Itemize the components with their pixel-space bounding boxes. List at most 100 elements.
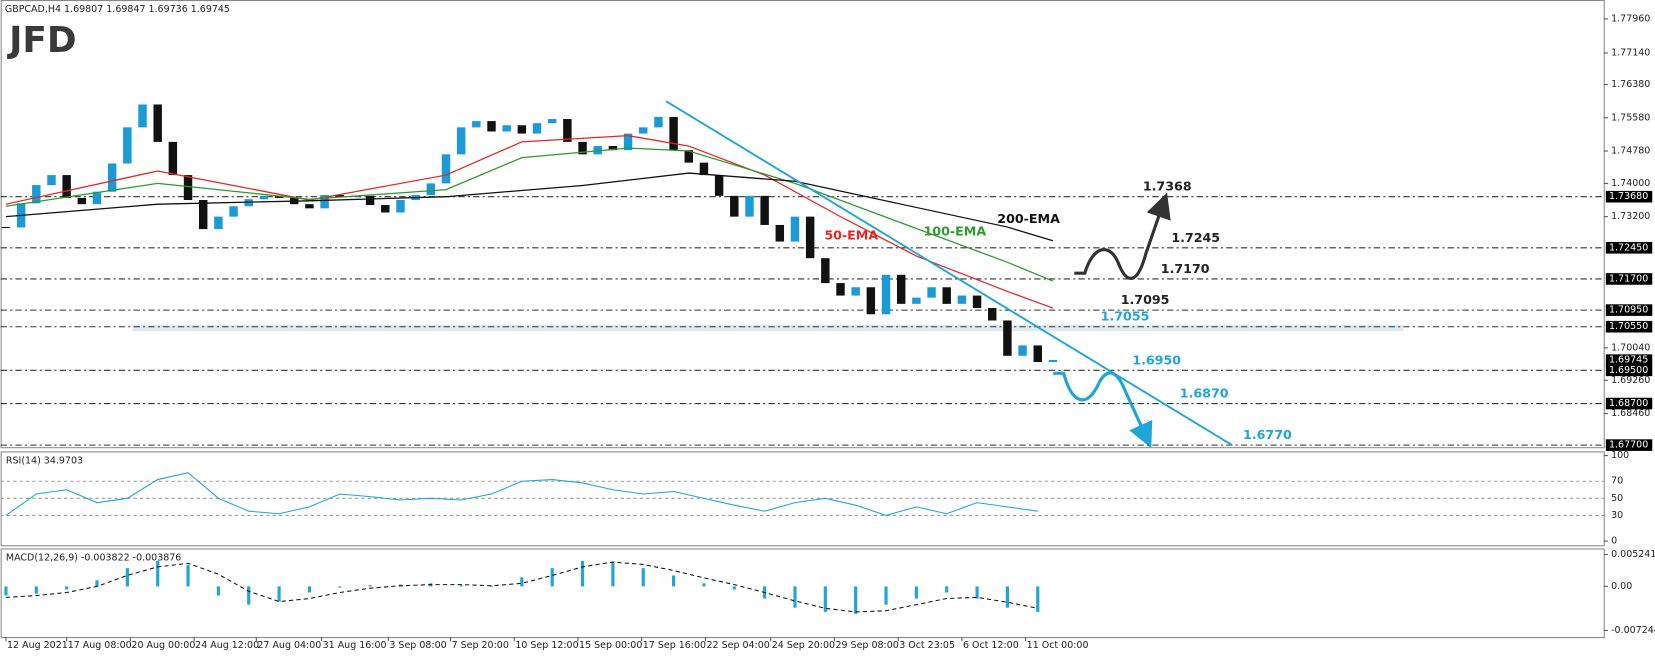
price-box bbox=[1605, 190, 1653, 203]
macd-bar bbox=[65, 586, 69, 590]
macd-bar bbox=[672, 575, 676, 587]
macd-bar bbox=[1005, 586, 1009, 608]
y-tick-label: 1.76380 bbox=[1611, 79, 1650, 90]
x-tick-label: 3 Sep 08:00 bbox=[389, 640, 446, 651]
macd-bar bbox=[975, 586, 979, 599]
macd-bar bbox=[95, 580, 99, 587]
x-tick-label: 12 Aug 2021 bbox=[7, 640, 68, 651]
candle bbox=[107, 163, 117, 192]
macd-bar bbox=[914, 586, 918, 599]
candle bbox=[1033, 345, 1042, 363]
y-tick-label: 1.73200 bbox=[1611, 211, 1650, 222]
x-tick-label: 22 Sep 04:00 bbox=[707, 640, 770, 651]
macd-bar bbox=[307, 586, 312, 593]
candle bbox=[639, 127, 648, 134]
macd-bar bbox=[4, 586, 8, 596]
y-tick-label: 1.77140 bbox=[1611, 47, 1650, 58]
y-tick-label: 100 bbox=[1611, 450, 1629, 461]
x-tick-label: 15 Sep 00:00 bbox=[579, 640, 642, 651]
candle bbox=[623, 133, 633, 151]
macd-bar bbox=[186, 565, 190, 587]
candle bbox=[988, 308, 997, 321]
ema-label: 50-EMA bbox=[824, 228, 878, 243]
level-label: 1.7170 bbox=[1161, 261, 1210, 276]
candle bbox=[259, 195, 269, 200]
macd-bar bbox=[823, 586, 827, 612]
macd-bar bbox=[247, 586, 251, 605]
candle bbox=[214, 216, 223, 230]
macd-bar bbox=[338, 586, 342, 588]
candle bbox=[654, 116, 663, 128]
x-tick-label: 27 Aug 04:00 bbox=[257, 640, 321, 651]
price-box bbox=[1605, 354, 1653, 366]
candle bbox=[138, 104, 147, 128]
scenario-arrow-up bbox=[1074, 192, 1171, 280]
price-box-label: 1.72450 bbox=[1609, 242, 1648, 253]
candle bbox=[426, 183, 436, 196]
candle bbox=[153, 104, 162, 142]
candle bbox=[760, 195, 769, 225]
candle bbox=[684, 150, 693, 163]
price-box-label: 1.70550 bbox=[1609, 321, 1648, 332]
y-tick-label: 30 bbox=[1611, 510, 1623, 521]
y-tick-label: 1.70040 bbox=[1611, 342, 1650, 353]
macd-bar bbox=[641, 568, 645, 587]
x-tick-label: 31 Aug 16:00 bbox=[323, 640, 387, 651]
candle bbox=[335, 195, 344, 197]
price-box bbox=[1605, 304, 1653, 316]
candle bbox=[821, 258, 830, 284]
candle bbox=[851, 287, 860, 296]
candle bbox=[593, 146, 602, 155]
candle bbox=[123, 127, 132, 164]
macd-bar bbox=[34, 586, 38, 594]
candle bbox=[972, 295, 982, 309]
level-label: 1.7095 bbox=[1121, 292, 1170, 307]
candle bbox=[183, 175, 193, 201]
macd-bar bbox=[459, 585, 463, 587]
macd-bar bbox=[550, 568, 554, 587]
candle bbox=[912, 297, 921, 304]
price-box-label: 1.67700 bbox=[1609, 440, 1648, 451]
candle bbox=[365, 195, 375, 206]
ema-label: 200-EMA bbox=[997, 211, 1060, 226]
x-tick-label: 24 Sep 20:00 bbox=[772, 640, 835, 651]
price-box-label: 1.68700 bbox=[1609, 398, 1648, 409]
candle bbox=[805, 216, 815, 259]
candle bbox=[532, 123, 542, 134]
candle bbox=[836, 283, 845, 296]
macd-bar bbox=[125, 568, 129, 587]
macd-bar bbox=[520, 577, 524, 587]
candle bbox=[502, 125, 511, 132]
candle bbox=[745, 195, 754, 217]
x-tick-label: 10 Sep 12:00 bbox=[515, 640, 578, 651]
support-band bbox=[132, 324, 1404, 332]
level-label: 1.7245 bbox=[1171, 230, 1220, 245]
y-tick-label: 1.74780 bbox=[1611, 146, 1650, 157]
candle bbox=[927, 287, 936, 298]
candle bbox=[274, 195, 284, 198]
price-box bbox=[1605, 320, 1653, 333]
rsi-title: RSI(14) 34.9703 bbox=[6, 455, 83, 466]
candle bbox=[77, 197, 87, 205]
candle bbox=[881, 274, 891, 315]
x-tick-label: 24 Aug 12:00 bbox=[195, 640, 259, 651]
candle bbox=[47, 175, 56, 186]
macd-bar bbox=[884, 586, 888, 605]
y-tick-label: 1.69260 bbox=[1611, 375, 1650, 386]
candle bbox=[942, 287, 951, 304]
price-box-label: 1.69745 bbox=[1609, 355, 1648, 366]
candle bbox=[896, 274, 906, 304]
candle bbox=[790, 216, 800, 242]
y-tick-label: 1.74000 bbox=[1611, 178, 1650, 189]
ema-line bbox=[5, 172, 1054, 242]
macd-bar bbox=[793, 586, 797, 608]
y-tick-label: 1.77960 bbox=[1611, 13, 1650, 24]
candle bbox=[305, 204, 314, 209]
candle bbox=[714, 175, 724, 196]
candle bbox=[866, 287, 876, 315]
y-tick-label: 1.68460 bbox=[1611, 408, 1650, 419]
macd-bar bbox=[156, 560, 160, 587]
x-tick-label: 3 Oct 23:05 bbox=[899, 640, 955, 651]
candle bbox=[441, 154, 451, 184]
x-tick-label: 29 Sep 08:00 bbox=[835, 640, 898, 651]
